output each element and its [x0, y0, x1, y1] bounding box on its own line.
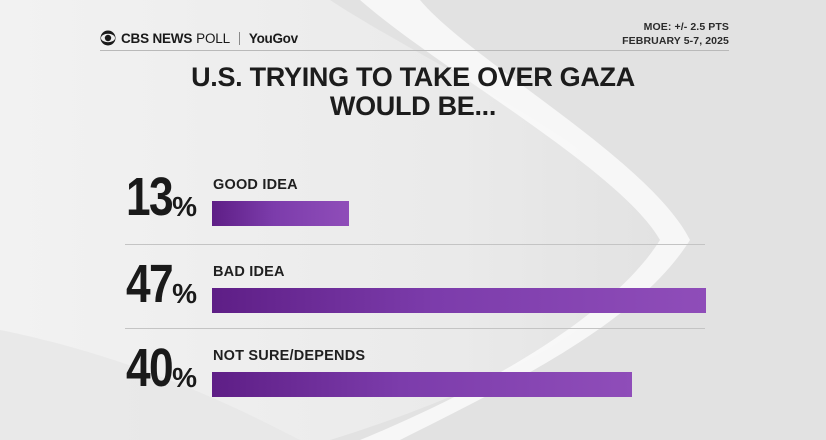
brand-partner-text: YouGov — [248, 30, 298, 46]
bar — [212, 288, 706, 313]
category-label: BAD IDEA — [213, 264, 285, 280]
bar — [212, 201, 349, 226]
value-number: 13 — [126, 167, 174, 227]
poll-dates: FEBRUARY 5-7, 2025 — [622, 35, 729, 47]
brand-separator — [238, 31, 240, 45]
value-number: 40 — [126, 338, 174, 398]
value-number: 47 — [126, 254, 174, 314]
cbs-eye-icon — [100, 30, 116, 46]
brand-poll-text: POLL — [196, 30, 230, 46]
poll-meta: MOE: +/- 2.5 PTS FEBRUARY 5-7, 2025 — [622, 20, 729, 48]
category-label: NOT SURE/DEPENDS — [213, 348, 366, 364]
value-label: 13% — [126, 167, 197, 227]
category-label: GOOD IDEA — [213, 177, 298, 193]
percent-sign: % — [172, 362, 197, 393]
row-divider — [125, 328, 705, 329]
brand-logo: CBS NEWS POLL YouGov — [100, 29, 298, 47]
bar — [212, 372, 632, 397]
value-label: 47% — [126, 254, 197, 314]
margin-of-error: MOE: +/- 2.5 PTS — [643, 21, 729, 33]
chart-title: U.S. TRYING TO TAKE OVER GAZA WOULD BE... — [191, 62, 635, 121]
percent-sign: % — [172, 191, 197, 222]
brand-cbs-text: CBS NEWS — [121, 30, 193, 46]
percent-sign: % — [172, 278, 197, 309]
header-divider — [100, 50, 729, 51]
value-label: 40% — [126, 338, 197, 398]
row-divider — [125, 244, 705, 245]
